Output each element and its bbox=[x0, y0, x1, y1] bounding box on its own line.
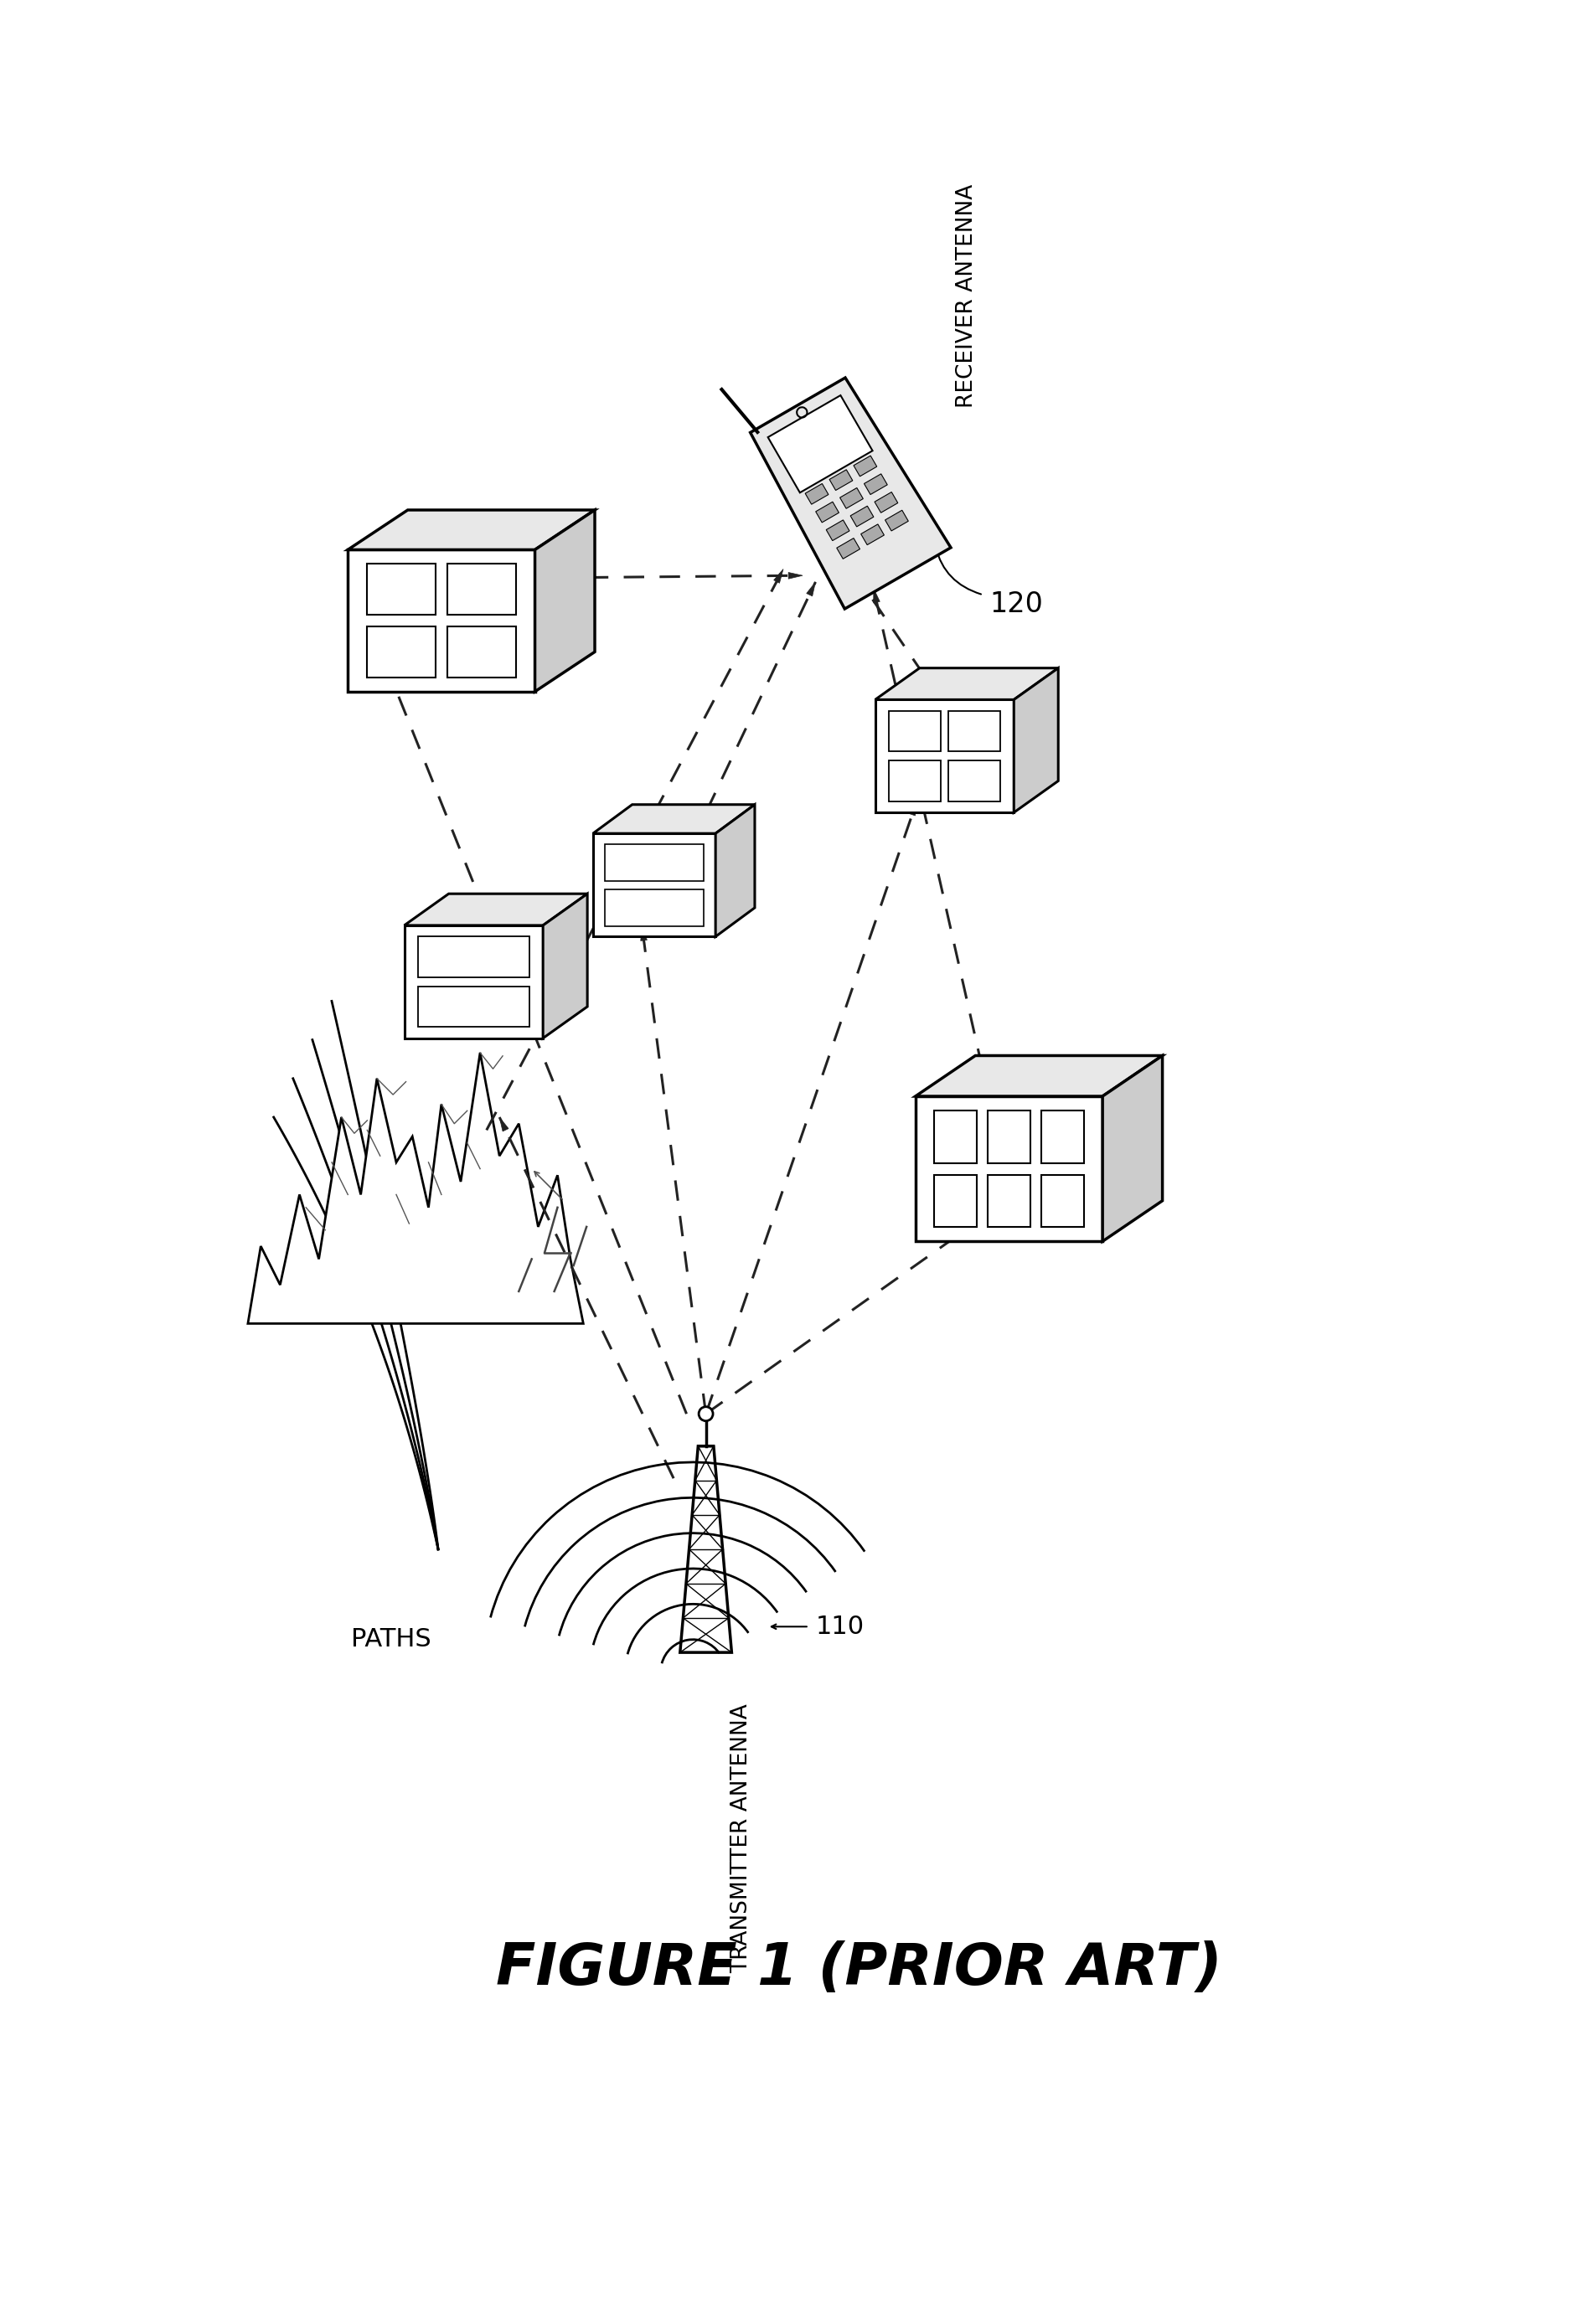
Bar bbox=[1041, 1174, 1084, 1227]
Polygon shape bbox=[716, 804, 755, 937]
Bar bbox=[805, 483, 828, 504]
Bar bbox=[935, 1174, 976, 1227]
Polygon shape bbox=[873, 588, 879, 602]
Bar bbox=[447, 627, 517, 676]
Bar bbox=[935, 1111, 976, 1162]
Text: TRANSMITTER ANTENNA: TRANSMITTER ANTENNA bbox=[730, 1703, 752, 1973]
Polygon shape bbox=[875, 700, 1014, 813]
Polygon shape bbox=[348, 551, 534, 693]
Bar bbox=[447, 565, 517, 616]
Bar bbox=[949, 760, 1000, 802]
Bar bbox=[606, 844, 703, 881]
Polygon shape bbox=[385, 662, 394, 679]
Polygon shape bbox=[248, 1053, 584, 1325]
Bar bbox=[830, 469, 852, 490]
Bar bbox=[1041, 1111, 1084, 1162]
Polygon shape bbox=[1014, 667, 1059, 813]
Bar bbox=[768, 395, 873, 493]
Polygon shape bbox=[1102, 1055, 1162, 1241]
Bar bbox=[949, 711, 1000, 751]
Bar bbox=[987, 1111, 1030, 1162]
Polygon shape bbox=[860, 581, 871, 595]
Polygon shape bbox=[750, 379, 951, 609]
Polygon shape bbox=[544, 895, 587, 1039]
Text: FIGURE 1 (PRIOR ART): FIGURE 1 (PRIOR ART) bbox=[496, 1941, 1221, 1996]
Bar bbox=[418, 985, 529, 1027]
Polygon shape bbox=[404, 925, 544, 1039]
Bar bbox=[875, 493, 898, 514]
Bar bbox=[827, 521, 849, 541]
Bar bbox=[418, 937, 529, 978]
Bar bbox=[860, 525, 884, 544]
Bar bbox=[889, 760, 940, 802]
Polygon shape bbox=[404, 895, 587, 925]
Polygon shape bbox=[348, 509, 595, 551]
Bar bbox=[606, 890, 703, 927]
Text: PATHS: PATHS bbox=[351, 1627, 431, 1652]
Bar bbox=[836, 539, 860, 558]
Bar bbox=[886, 511, 908, 530]
Polygon shape bbox=[916, 1055, 1162, 1097]
Bar bbox=[987, 1174, 1030, 1227]
Polygon shape bbox=[789, 572, 803, 579]
Text: 110: 110 bbox=[816, 1615, 865, 1638]
Polygon shape bbox=[499, 1118, 509, 1132]
Polygon shape bbox=[641, 927, 647, 941]
Bar bbox=[854, 456, 876, 476]
Bar bbox=[889, 711, 940, 751]
Bar bbox=[367, 565, 436, 616]
Polygon shape bbox=[909, 802, 917, 816]
Bar bbox=[840, 488, 863, 509]
Polygon shape bbox=[593, 804, 755, 834]
Polygon shape bbox=[593, 834, 715, 937]
Polygon shape bbox=[806, 581, 816, 597]
Polygon shape bbox=[976, 1213, 991, 1222]
Polygon shape bbox=[875, 667, 1059, 700]
Text: RECEIVER ANTENNA: RECEIVER ANTENNA bbox=[956, 184, 978, 407]
Bar bbox=[863, 474, 887, 495]
Circle shape bbox=[698, 1406, 712, 1420]
Bar bbox=[851, 507, 873, 528]
Polygon shape bbox=[916, 1097, 1102, 1241]
Polygon shape bbox=[534, 509, 595, 693]
Bar bbox=[816, 502, 840, 523]
Bar bbox=[367, 627, 436, 676]
Text: 120: 120 bbox=[989, 590, 1043, 618]
Polygon shape bbox=[774, 569, 784, 583]
